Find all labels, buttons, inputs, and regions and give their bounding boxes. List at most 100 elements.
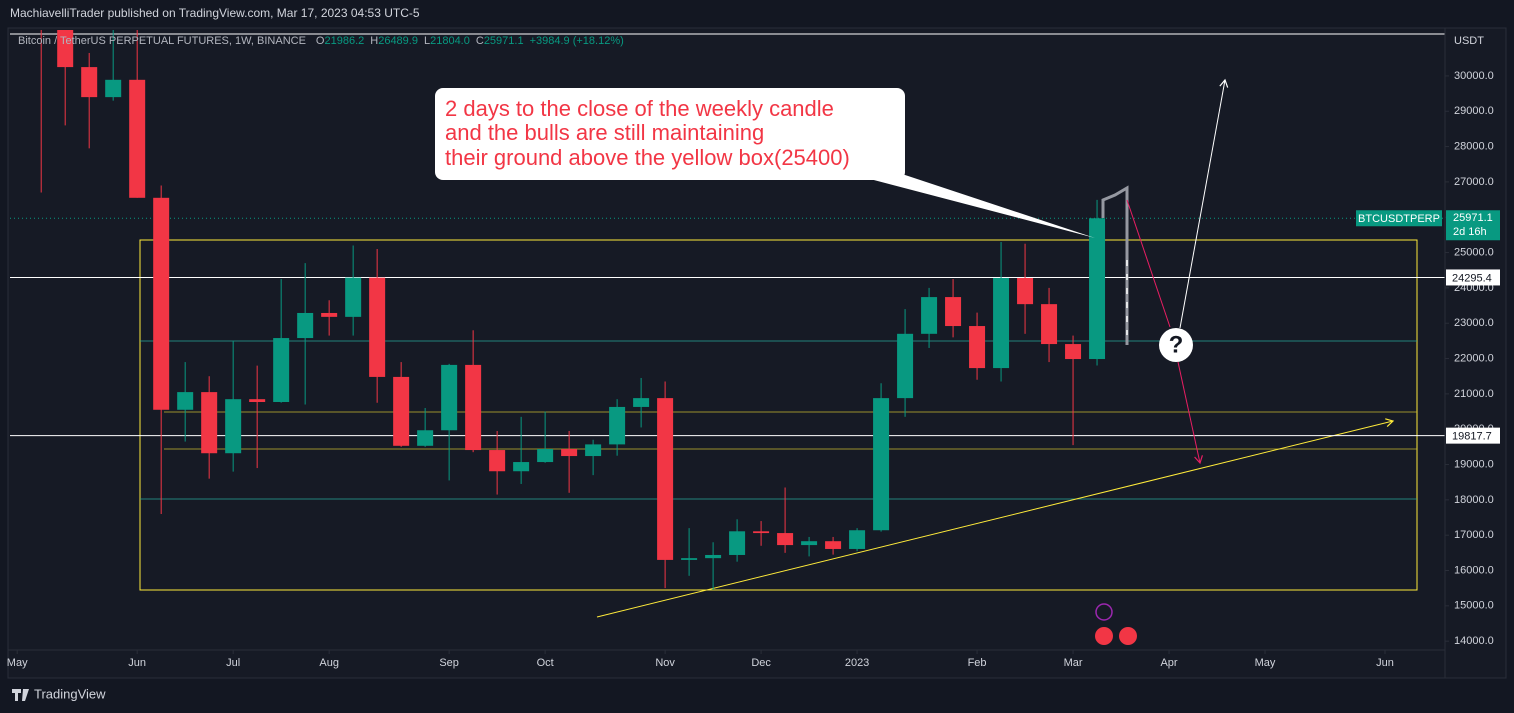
plot bbox=[10, 30, 1445, 590]
legend-change: +3984.9 (+18.12%) bbox=[530, 35, 624, 47]
candle-body bbox=[153, 197, 170, 410]
candle-body bbox=[609, 406, 626, 445]
legend-value: 26489.9 bbox=[378, 35, 418, 47]
candle-body bbox=[345, 277, 362, 317]
candle-body bbox=[465, 364, 482, 451]
y-tick-label: 25000.0 bbox=[1454, 246, 1494, 258]
candle-body bbox=[225, 399, 242, 454]
candle-body bbox=[177, 392, 194, 410]
candle-body bbox=[729, 531, 746, 555]
y-tick-label: 14000.0 bbox=[1454, 635, 1494, 647]
x-tick-label: Mar bbox=[1064, 657, 1083, 669]
candle-body bbox=[849, 530, 866, 549]
candle-body bbox=[681, 558, 698, 560]
symbol-title: Bitcoin / TetherUS PERPETUAL FUTURES, 1W… bbox=[18, 35, 306, 47]
question-marker bbox=[1159, 328, 1193, 362]
candle-body bbox=[753, 531, 770, 534]
callout-text: 2 days to the close of the weekly candle bbox=[445, 96, 834, 121]
symbol-header: Bitcoin / TetherUS PERPETUAL FUTURES, 1W… bbox=[18, 35, 624, 47]
countdown: 2d 16h bbox=[1453, 226, 1487, 238]
candle-body bbox=[585, 444, 602, 457]
callout-text: and the bulls are still maintaining bbox=[445, 120, 764, 145]
candle-body bbox=[897, 333, 914, 399]
candle-body bbox=[873, 398, 890, 531]
candle-body bbox=[1065, 344, 1082, 360]
y-unit: USDT bbox=[1454, 35, 1484, 47]
yellow-box bbox=[139, 239, 1418, 591]
callout-text: their ground above the yellow box(25400) bbox=[445, 145, 850, 170]
candle-body bbox=[201, 392, 218, 454]
legend-key: L bbox=[424, 35, 430, 47]
x-tick-label: Feb bbox=[968, 657, 987, 669]
legend-value: 21986.2 bbox=[324, 35, 364, 47]
x-tick-label: Aug bbox=[319, 657, 339, 669]
candle-body bbox=[1017, 278, 1034, 305]
price-label: 24295.4 bbox=[1452, 272, 1492, 284]
candle-body bbox=[81, 67, 98, 98]
brand-logo bbox=[12, 689, 29, 701]
candle-body bbox=[297, 312, 314, 339]
x-tick-label: Oct bbox=[537, 657, 554, 669]
candle-body bbox=[129, 79, 146, 198]
candle-body bbox=[105, 79, 122, 98]
brand: TradingView bbox=[34, 686, 106, 701]
candle-body bbox=[369, 277, 386, 377]
candle-body bbox=[657, 398, 674, 560]
price-label-box bbox=[1446, 269, 1500, 286]
x-tick-label: Apr bbox=[1160, 657, 1177, 669]
candle-body bbox=[1089, 218, 1106, 360]
candle-body bbox=[993, 278, 1010, 369]
x-tick-label: Sep bbox=[439, 657, 459, 669]
path-arrow bbox=[1179, 78, 1229, 329]
candle-body bbox=[969, 326, 986, 369]
candle-body bbox=[57, 30, 74, 68]
candle-body bbox=[633, 398, 650, 407]
candle-body bbox=[273, 338, 290, 402]
candle-body bbox=[537, 448, 554, 463]
candle-body bbox=[921, 297, 938, 334]
candle-body bbox=[561, 448, 578, 457]
callout-pointer bbox=[870, 170, 1095, 238]
path-arrow bbox=[1177, 361, 1203, 465]
event-icon bbox=[1119, 627, 1137, 645]
x-tick-label: Jun bbox=[128, 657, 146, 669]
y-tick-label: 22000.0 bbox=[1454, 352, 1494, 364]
candle-body bbox=[489, 450, 506, 472]
candle-body bbox=[249, 399, 266, 402]
symbol-label: BTCUSDTPERP bbox=[1358, 213, 1440, 225]
x-tick-label: 2023 bbox=[845, 657, 869, 669]
candle-body bbox=[321, 312, 338, 317]
y-tick-label: 17000.0 bbox=[1454, 529, 1494, 541]
x-tick-label: Nov bbox=[655, 657, 675, 669]
path-arrow bbox=[1126, 199, 1171, 328]
legend-key: O bbox=[316, 35, 325, 47]
y-tick-label: 30000.0 bbox=[1454, 70, 1494, 82]
projection bbox=[1101, 185, 1129, 345]
x-tick-label: Jun bbox=[1376, 657, 1394, 669]
drawings bbox=[10, 33, 1445, 618]
candle-body bbox=[393, 376, 410, 446]
candle-body bbox=[825, 541, 842, 549]
legend-key: C bbox=[476, 35, 484, 47]
candle-body bbox=[417, 430, 434, 446]
trend-line bbox=[596, 418, 1395, 618]
price-label-box bbox=[1446, 427, 1500, 444]
symbol-box bbox=[1356, 210, 1442, 227]
x-tick-label: May bbox=[7, 657, 28, 669]
x-tick-label: May bbox=[1255, 657, 1276, 669]
price-label: 19817.7 bbox=[1452, 431, 1492, 443]
drawings-top: ? 2 days to the close of the weekly cand… bbox=[435, 78, 1229, 645]
event-icon bbox=[1095, 603, 1113, 621]
legend-key: H bbox=[370, 35, 378, 47]
y-tick-label: 15000.0 bbox=[1454, 600, 1494, 612]
last-price-box bbox=[1446, 210, 1500, 241]
y-tick-label: 18000.0 bbox=[1454, 494, 1494, 506]
y-tick-label: 23000.0 bbox=[1454, 317, 1494, 329]
candle-body bbox=[705, 554, 722, 559]
legend-value: 25971.1 bbox=[484, 35, 524, 47]
x-tick-label: Jul bbox=[226, 657, 240, 669]
x-tick-label: Dec bbox=[751, 657, 771, 669]
candle-body bbox=[801, 541, 818, 546]
y-tick-label: 29000.0 bbox=[1454, 105, 1494, 117]
